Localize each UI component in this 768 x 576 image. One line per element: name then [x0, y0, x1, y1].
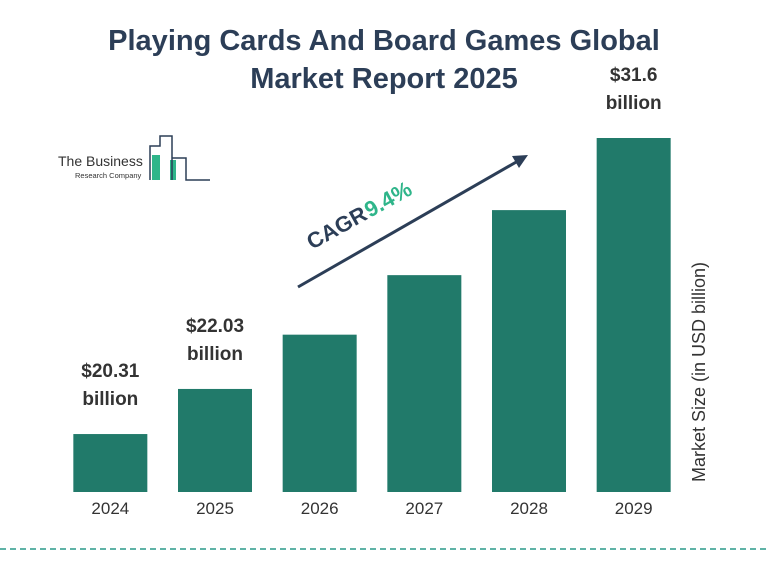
bar	[387, 275, 462, 492]
chart-title: Playing Cards And Board Games Global Mar…	[108, 25, 660, 95]
bar	[73, 434, 148, 492]
arrow	[297, 159, 519, 289]
bar	[282, 334, 357, 492]
logo-text: The Business	[58, 153, 143, 169]
annotation-value: 9.4%	[360, 176, 416, 222]
bar	[596, 138, 671, 492]
value-label: $22.03 billion	[185, 315, 245, 365]
logo: The Business Research Company	[58, 135, 210, 181]
bar	[492, 210, 566, 492]
logo-icon	[152, 155, 160, 180]
x-tick-label: 2029	[615, 499, 653, 518]
x-tick-label: 2026	[301, 499, 339, 518]
logo-icon	[149, 135, 210, 181]
x-tick-label: 2028	[510, 499, 548, 518]
bar	[178, 388, 252, 492]
value-label: $20.31 billion	[81, 361, 140, 411]
x-tick-label: 2025	[196, 499, 234, 518]
value-label: $31.6 billion	[605, 65, 662, 114]
logo-icon	[170, 160, 176, 180]
logo-subtext: Research Company	[75, 171, 142, 180]
x-tick-label: 2024	[91, 499, 129, 518]
x-tick-label: 2027	[405, 499, 443, 518]
arrow-head	[512, 155, 528, 168]
y-axis-label: Market Size (in USD billion)	[689, 262, 709, 482]
annotation-label: CAGR	[302, 201, 371, 254]
